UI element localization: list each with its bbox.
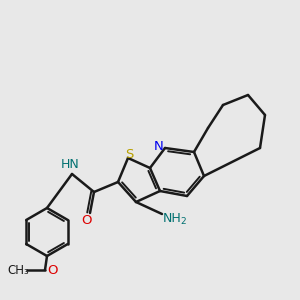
Text: S: S — [125, 148, 133, 160]
Text: 2: 2 — [180, 217, 186, 226]
Text: N: N — [154, 140, 164, 154]
Text: NH: NH — [163, 212, 182, 226]
Text: HN: HN — [61, 158, 80, 172]
Text: O: O — [82, 214, 92, 226]
Text: O: O — [48, 265, 58, 278]
Text: CH₃: CH₃ — [7, 265, 29, 278]
